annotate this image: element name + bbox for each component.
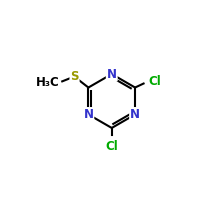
Text: N: N: [83, 108, 93, 121]
Text: N: N: [107, 68, 117, 81]
Text: S: S: [70, 70, 79, 83]
Text: N: N: [130, 108, 140, 121]
Text: Cl: Cl: [148, 75, 161, 88]
Text: Cl: Cl: [105, 140, 118, 153]
Text: H₃C: H₃C: [35, 76, 59, 89]
